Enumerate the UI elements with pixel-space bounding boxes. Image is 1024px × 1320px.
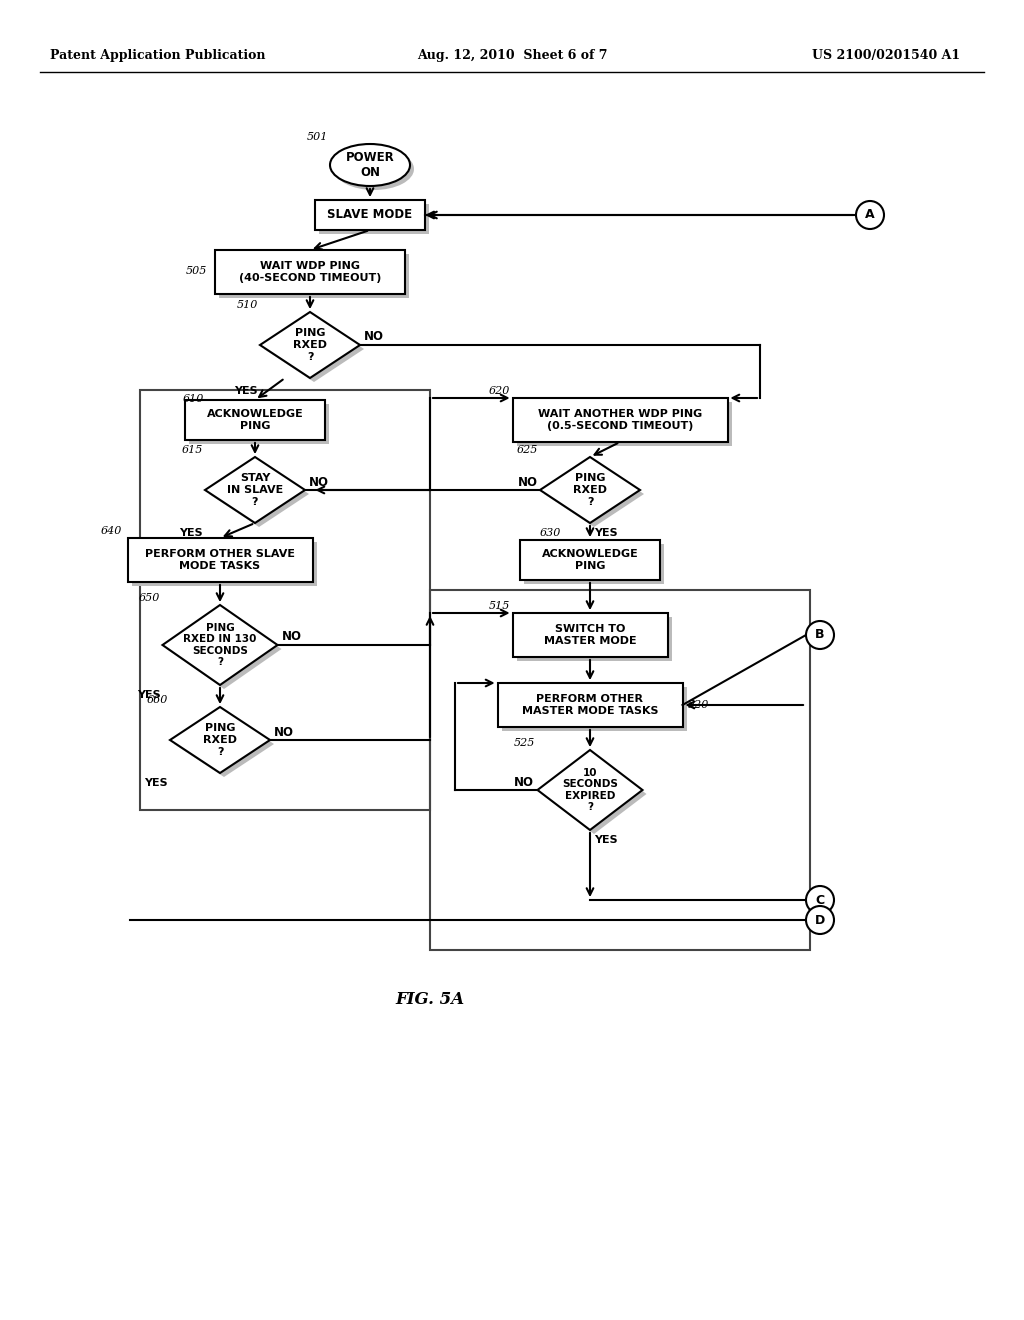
Text: 630: 630 bbox=[540, 528, 561, 539]
Text: D: D bbox=[815, 913, 825, 927]
Circle shape bbox=[806, 620, 834, 649]
Circle shape bbox=[806, 906, 834, 935]
Text: NO: NO bbox=[274, 726, 294, 738]
FancyBboxPatch shape bbox=[524, 544, 664, 583]
Ellipse shape bbox=[330, 144, 410, 186]
Circle shape bbox=[856, 201, 884, 228]
Text: B: B bbox=[815, 628, 824, 642]
Polygon shape bbox=[205, 457, 305, 523]
Text: ACKNOWLEDGE
PING: ACKNOWLEDGE PING bbox=[207, 409, 303, 430]
Text: SWITCH TO
MASTER MODE: SWITCH TO MASTER MODE bbox=[544, 624, 636, 645]
Text: YES: YES bbox=[234, 385, 258, 396]
Text: 515: 515 bbox=[489, 601, 511, 611]
Polygon shape bbox=[163, 605, 278, 685]
FancyBboxPatch shape bbox=[128, 539, 312, 582]
Polygon shape bbox=[538, 750, 642, 830]
FancyBboxPatch shape bbox=[315, 201, 425, 230]
Text: STAY
IN SLAVE
?: STAY IN SLAVE ? bbox=[227, 474, 283, 507]
Text: YES: YES bbox=[144, 777, 168, 788]
FancyBboxPatch shape bbox=[498, 682, 683, 727]
Text: NO: NO bbox=[513, 776, 534, 788]
Text: ACKNOWLEDGE
PING: ACKNOWLEDGE PING bbox=[542, 549, 638, 570]
FancyBboxPatch shape bbox=[520, 540, 660, 579]
Text: WAIT WDP PING
(40-SECOND TIMEOUT): WAIT WDP PING (40-SECOND TIMEOUT) bbox=[239, 261, 381, 282]
FancyBboxPatch shape bbox=[512, 399, 727, 442]
Polygon shape bbox=[170, 708, 270, 774]
Text: 610: 610 bbox=[183, 393, 205, 404]
Polygon shape bbox=[542, 754, 646, 834]
Text: NO: NO bbox=[282, 631, 301, 644]
Text: PING
RXED
?: PING RXED ? bbox=[203, 723, 237, 756]
Circle shape bbox=[806, 886, 834, 913]
FancyBboxPatch shape bbox=[189, 404, 329, 444]
Text: Aug. 12, 2010  Sheet 6 of 7: Aug. 12, 2010 Sheet 6 of 7 bbox=[417, 49, 607, 62]
Text: WAIT ANOTHER WDP PING
(0.5-SECOND TIMEOUT): WAIT ANOTHER WDP PING (0.5-SECOND TIMEOU… bbox=[538, 409, 702, 430]
Text: 615: 615 bbox=[181, 445, 203, 455]
Text: 520: 520 bbox=[687, 700, 709, 710]
Text: PING
RXED IN 130
SECONDS
?: PING RXED IN 130 SECONDS ? bbox=[183, 623, 257, 668]
Text: 510: 510 bbox=[237, 300, 258, 310]
Polygon shape bbox=[544, 461, 644, 527]
Text: 525: 525 bbox=[514, 738, 536, 748]
Text: 660: 660 bbox=[146, 696, 168, 705]
Polygon shape bbox=[167, 609, 282, 689]
Text: SLAVE MODE: SLAVE MODE bbox=[328, 209, 413, 222]
FancyBboxPatch shape bbox=[215, 249, 406, 294]
Ellipse shape bbox=[334, 148, 414, 190]
FancyBboxPatch shape bbox=[516, 616, 672, 661]
Text: POWER
ON: POWER ON bbox=[346, 150, 394, 180]
Text: A: A bbox=[865, 209, 874, 222]
Text: 505: 505 bbox=[185, 267, 207, 276]
Text: YES: YES bbox=[594, 528, 617, 539]
FancyBboxPatch shape bbox=[219, 253, 409, 298]
Text: Patent Application Publication: Patent Application Publication bbox=[50, 49, 265, 62]
Text: US 2100/0201540 A1: US 2100/0201540 A1 bbox=[812, 49, 961, 62]
FancyBboxPatch shape bbox=[512, 612, 668, 657]
Polygon shape bbox=[260, 312, 360, 378]
Text: NO: NO bbox=[309, 475, 329, 488]
Text: YES: YES bbox=[594, 836, 617, 845]
Text: PING
RXED
?: PING RXED ? bbox=[293, 329, 327, 362]
Text: 625: 625 bbox=[517, 445, 538, 455]
FancyBboxPatch shape bbox=[319, 205, 429, 234]
Text: YES: YES bbox=[179, 528, 203, 539]
Text: 501: 501 bbox=[306, 132, 328, 143]
Text: 620: 620 bbox=[489, 385, 511, 396]
Text: YES: YES bbox=[137, 690, 161, 700]
Text: 10
SECONDS
EXPIRED
?: 10 SECONDS EXPIRED ? bbox=[562, 768, 617, 812]
Polygon shape bbox=[264, 315, 364, 381]
Text: PERFORM OTHER
MASTER MODE TASKS: PERFORM OTHER MASTER MODE TASKS bbox=[522, 694, 658, 715]
Polygon shape bbox=[209, 461, 309, 527]
Polygon shape bbox=[174, 711, 274, 777]
Text: C: C bbox=[815, 894, 824, 907]
FancyBboxPatch shape bbox=[185, 400, 325, 440]
Text: NO: NO bbox=[518, 475, 538, 488]
Text: PING
RXED
?: PING RXED ? bbox=[573, 474, 607, 507]
FancyBboxPatch shape bbox=[131, 543, 316, 586]
FancyBboxPatch shape bbox=[516, 403, 731, 446]
FancyBboxPatch shape bbox=[502, 686, 686, 731]
Polygon shape bbox=[540, 457, 640, 523]
Text: FIG. 5A: FIG. 5A bbox=[395, 991, 465, 1008]
Text: 640: 640 bbox=[101, 525, 123, 536]
Text: PERFORM OTHER SLAVE
MODE TASKS: PERFORM OTHER SLAVE MODE TASKS bbox=[145, 549, 295, 570]
Text: NO: NO bbox=[364, 330, 384, 343]
Text: 650: 650 bbox=[139, 593, 161, 603]
